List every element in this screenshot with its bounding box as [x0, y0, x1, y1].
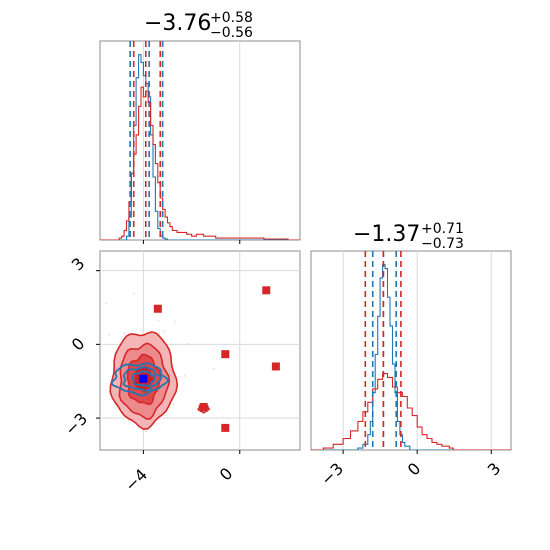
red-marker	[221, 350, 230, 359]
scatter-point	[212, 367, 215, 370]
plot-area	[100, 41, 300, 240]
histogram-series-1	[311, 373, 511, 450]
scatter-point	[133, 292, 135, 295]
scatter-point	[163, 330, 166, 333]
scatter-point	[186, 343, 189, 345]
hist2-xtick-label: 0	[404, 459, 425, 480]
scatter-point	[123, 332, 126, 335]
blue-contour-middle	[122, 366, 163, 392]
bottom-right-title-main: −1.37	[353, 222, 420, 247]
plot-area	[311, 251, 511, 450]
red-marker	[221, 423, 230, 432]
hist2-xtick-label: −3	[317, 459, 347, 489]
scatter-point	[108, 416, 111, 419]
scatter-point	[145, 430, 147, 433]
red-marker	[303, 276, 311, 284]
scatter-xtick-label: 0	[216, 464, 237, 485]
red-marker	[199, 403, 208, 412]
scatter-point	[174, 320, 176, 323]
scatter-ytick-label: 0	[68, 334, 89, 355]
hist2-xtick-label: 3	[484, 459, 505, 480]
blue-contour-inner	[131, 370, 157, 387]
scatter-point	[172, 403, 175, 405]
histogram-series-0	[311, 264, 511, 450]
bottom-right-title-sup: +0.71	[421, 221, 464, 237]
top-left-title-sup: +0.58	[210, 10, 253, 26]
blue-contour-outer	[110, 362, 170, 397]
scatter-point	[157, 319, 160, 322]
scatter-ytick-label: −3	[61, 409, 91, 439]
panel-bottom-left-scatter	[96, 250, 311, 454]
red-marker	[153, 304, 162, 313]
histogram-series-1	[100, 86, 300, 240]
scatter-point	[108, 333, 111, 336]
panel-frame	[310, 250, 512, 451]
panel-frame	[99, 40, 301, 241]
top-left-title-sub: −0.56	[210, 25, 253, 41]
scatter-point	[105, 302, 108, 305]
bottom-right-title-sub: −0.73	[421, 236, 464, 252]
scatter-point	[183, 374, 186, 377]
red-marker	[262, 286, 271, 295]
panel-top-left-histogram	[99, 40, 301, 244]
scatter-ytick-label: 3	[68, 254, 89, 275]
top-left-title-main: −3.76	[144, 11, 211, 36]
scatter-point	[127, 419, 130, 422]
plot-area	[100, 251, 311, 450]
panel-bottom-right-histogram	[310, 250, 512, 454]
blue-marker	[139, 374, 148, 383]
red-marker	[271, 362, 280, 371]
scatter-xtick-label: −4	[121, 465, 151, 495]
